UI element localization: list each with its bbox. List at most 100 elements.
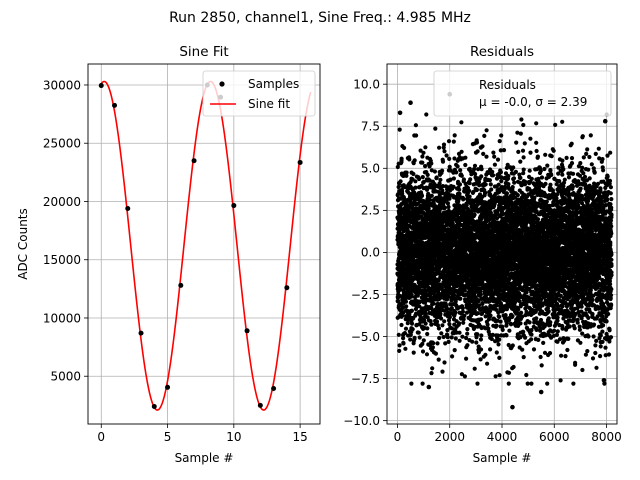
residual-point — [479, 333, 484, 338]
residual-point — [433, 351, 438, 356]
residual-point — [483, 352, 488, 357]
residual-point — [523, 179, 528, 184]
residual-point — [475, 149, 480, 154]
residual-point — [459, 173, 464, 178]
residual-point — [421, 338, 426, 343]
residual-point — [445, 335, 450, 340]
residual-point — [482, 133, 487, 138]
residual-point — [510, 314, 515, 319]
residual-point — [395, 164, 400, 170]
residual-point — [480, 301, 485, 306]
residual-point — [479, 174, 484, 179]
residual-point — [420, 160, 425, 165]
residual-point — [412, 158, 417, 163]
residual-point — [518, 131, 523, 136]
residual-point — [435, 323, 440, 328]
residual-point — [498, 170, 503, 175]
residual-point — [465, 331, 470, 336]
residual-point — [501, 148, 507, 153]
residual-point — [475, 381, 480, 386]
residual-point — [418, 148, 423, 153]
residual-point — [504, 333, 509, 338]
residual-point — [429, 322, 434, 327]
residual-point — [429, 193, 434, 198]
residual-point — [521, 122, 526, 128]
residual-point — [413, 185, 418, 190]
sample-point — [284, 285, 290, 291]
residual-point — [510, 185, 515, 190]
residual-point — [497, 373, 502, 378]
residual-point — [478, 337, 483, 342]
residual-point — [413, 283, 418, 289]
residual-point — [401, 341, 406, 346]
residual-point — [408, 220, 414, 225]
residual-point — [417, 176, 422, 182]
residual-point — [462, 374, 467, 379]
residual-point — [518, 175, 523, 180]
residual-point — [478, 292, 483, 297]
sample-point — [191, 158, 197, 164]
residual-point — [419, 193, 425, 198]
residual-point — [430, 366, 435, 371]
residual-point — [506, 370, 512, 375]
residual-point — [431, 301, 436, 306]
residual-point — [404, 170, 409, 175]
residual-point — [452, 133, 457, 138]
residual-point — [405, 321, 410, 326]
residual-point — [420, 381, 425, 386]
residual-point — [475, 311, 480, 316]
residual-point — [459, 120, 464, 125]
residual-point — [521, 167, 526, 172]
residual-point — [404, 173, 409, 178]
sample-points — [98, 82, 303, 410]
residual-point — [511, 165, 516, 170]
residual-point — [497, 337, 502, 342]
residual-point — [460, 334, 465, 339]
residual-point — [513, 169, 519, 174]
residual-points — [395, 91, 614, 410]
residual-point — [451, 139, 456, 144]
residual-point — [425, 331, 430, 337]
residual-point — [497, 314, 502, 319]
residual-point — [417, 299, 423, 304]
residual-point — [512, 180, 517, 185]
residual-point — [408, 337, 413, 342]
residual-point — [423, 300, 428, 305]
residual-point — [423, 321, 428, 326]
residual-point — [442, 319, 447, 324]
residual-point — [487, 178, 492, 183]
residual-point — [413, 179, 418, 184]
residual-point — [399, 156, 404, 161]
residual-point — [436, 326, 441, 331]
residual-point — [520, 148, 526, 153]
residual-point — [461, 317, 466, 322]
residual-point — [492, 162, 497, 167]
residual-point — [494, 323, 499, 328]
residual-point — [420, 175, 425, 180]
sine-fit-grid — [88, 64, 320, 424]
residual-point — [439, 331, 444, 336]
sample-point — [257, 402, 263, 408]
residual-point — [427, 197, 432, 202]
residual-point — [514, 140, 519, 145]
residual-point — [445, 201, 450, 206]
residual-point — [396, 332, 401, 337]
residual-point — [511, 364, 516, 370]
residual-point — [446, 339, 451, 344]
residual-point — [407, 157, 412, 162]
residual-point — [499, 133, 504, 138]
residual-point — [455, 164, 460, 169]
residual-point — [478, 347, 484, 352]
residual-point — [399, 322, 404, 328]
residual-point — [435, 341, 440, 346]
legend-samples-marker — [219, 81, 225, 87]
residual-point — [403, 299, 408, 304]
residual-point — [409, 381, 414, 386]
residual-point — [400, 191, 405, 196]
residual-point — [441, 142, 447, 147]
residual-point — [488, 347, 493, 352]
residual-point — [457, 187, 462, 192]
sample-point — [151, 404, 157, 410]
residual-point — [441, 334, 446, 340]
